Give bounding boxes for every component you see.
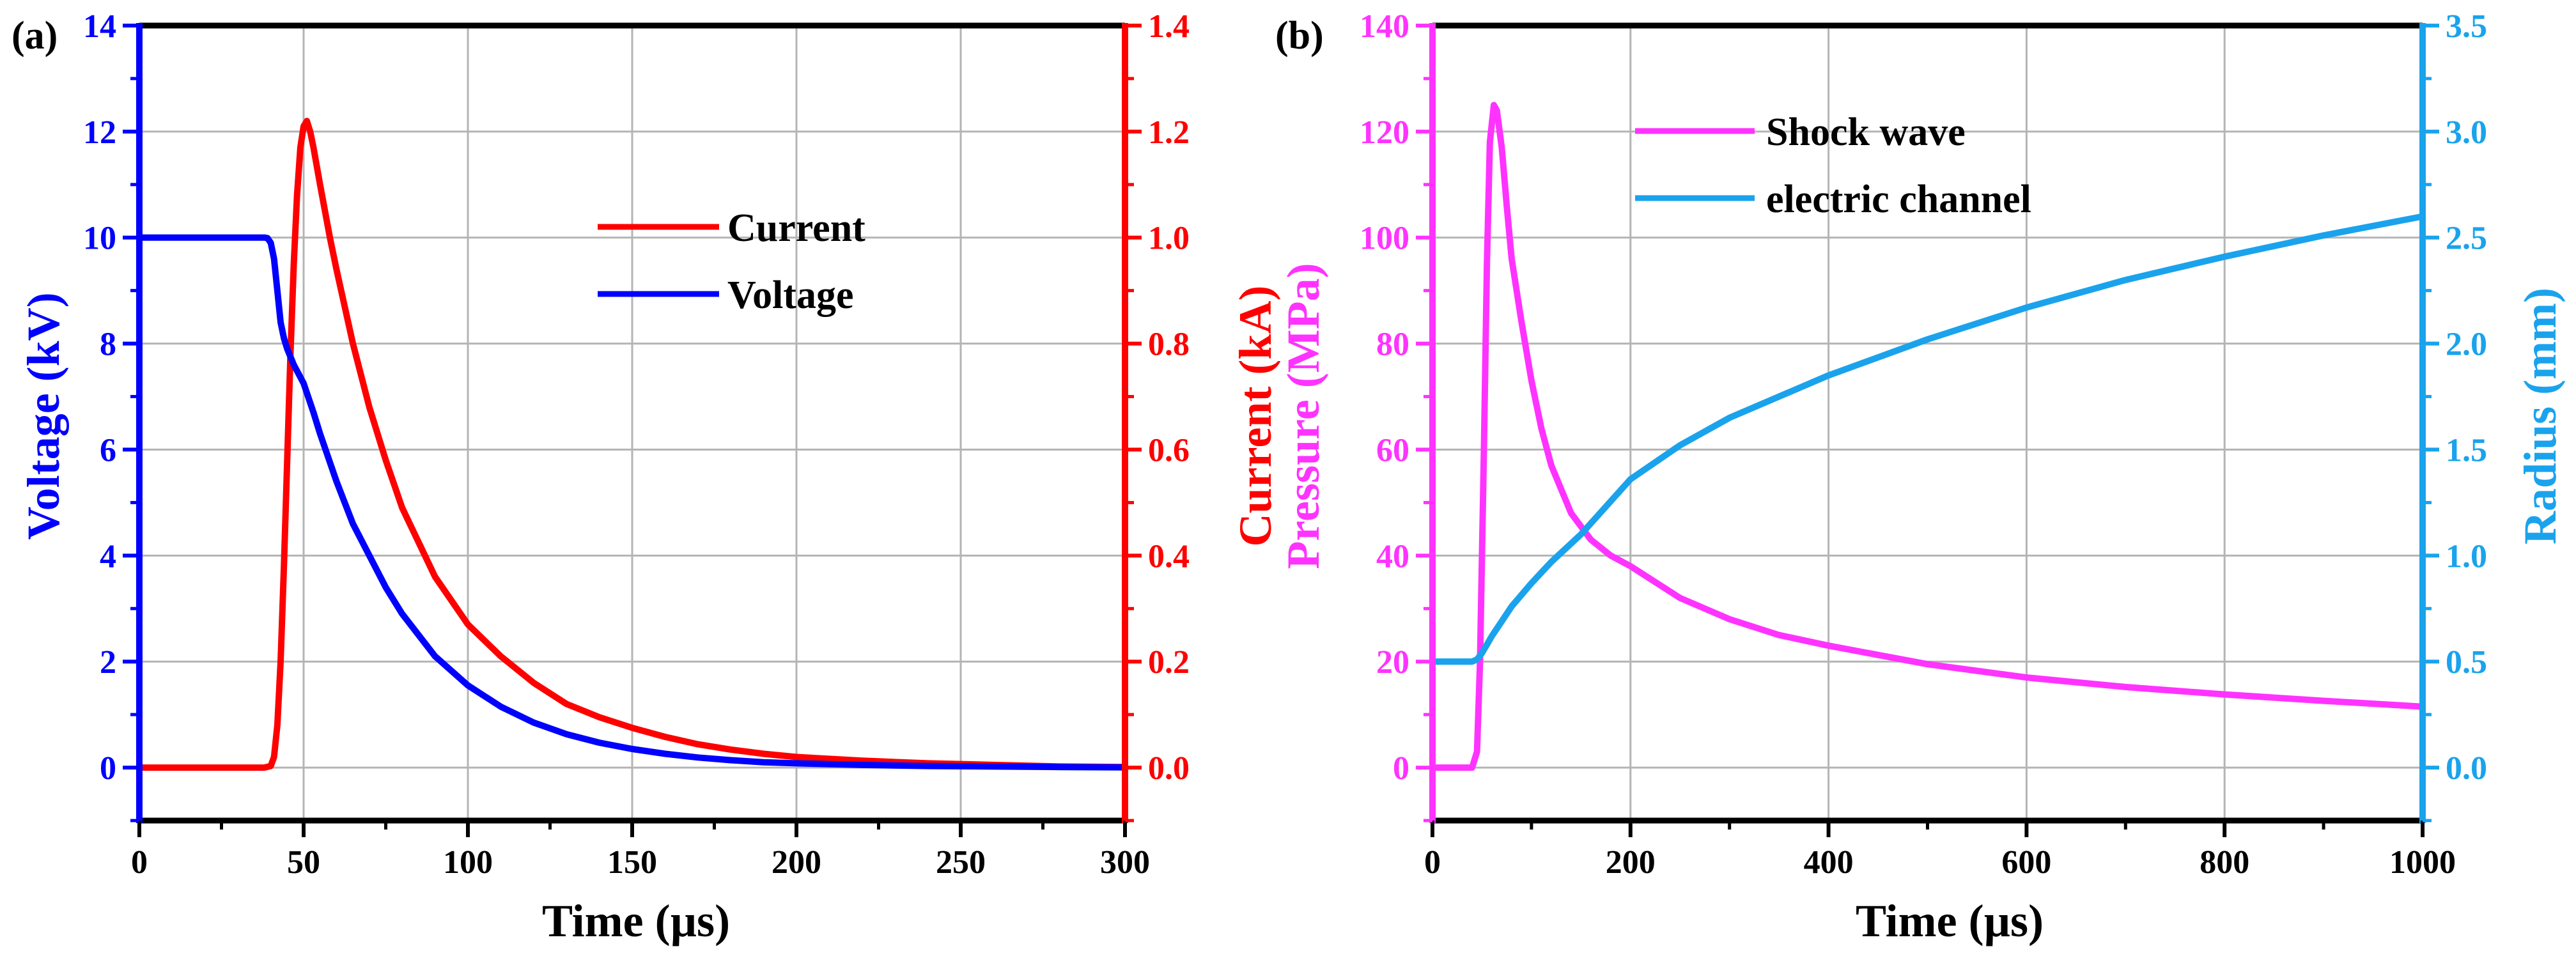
panel-a-x-tick-label-150: 150 [607,844,657,881]
panel-b-x-tick-label-1000: 1000 [2389,844,2456,881]
panel-a-right-tick-label-0.6: 0.6 [1148,432,1190,468]
panel-b-left-tick-label-0: 0 [1393,750,1409,787]
panel-a-x-axis-title: Time (µs) [542,895,730,946]
panel-a-right-axis-title: Current (kA) [1230,286,1281,547]
panel-b-right-tick-label-1.0: 1.0 [2446,538,2487,575]
panel-b-legend: Shock wave electric channel [1635,111,2031,221]
panel-b-right-tick-label-1.5: 1.5 [2446,432,2487,468]
panel-b-left-tick-label-120: 120 [1360,114,1409,151]
panel-a-x-tick-label-50: 50 [287,844,320,881]
panel-b-x-axis-title: Time (µs) [1856,895,2044,946]
panel-b-x-tick-label-600: 600 [2001,844,2051,881]
panel-a-left-axis-title: Voltage (kV) [18,292,69,539]
panel-a-right-tick-label-0.2: 0.2 [1148,644,1190,681]
legend-electric-channel-label: electric channel [1766,178,2031,221]
panel-b-x-tick-label-200: 200 [1606,844,1656,881]
panel-b-x-tick-label-0: 0 [1424,844,1441,881]
panel-b-left-tick-label-40: 40 [1376,538,1409,575]
panel-a-legend: Current Voltage [598,206,865,317]
panel-b-right-tick-label-2.0: 2.0 [2446,327,2487,363]
panel-b-right-tick-label-0.0: 0.0 [2446,750,2487,787]
panel-a-x-tick-label-200: 200 [772,844,821,881]
panel-a-left-tick-label-14: 14 [83,8,116,45]
panel-b-right-axis-title: Radius (mm) [2515,288,2566,544]
panel-b-ticks: 0 200 400 600 800 1000 0 20 40 60 80 100 120 140 0.0 0.… [1360,8,2487,881]
panel-b-right-tick-label-3.5: 3.5 [2446,8,2487,45]
panel-a-x-tick-label-250: 250 [936,844,986,881]
panel-a-right-tick-label-1.2: 1.2 [1148,114,1190,151]
panel-a-left-tick-label-10: 10 [83,220,116,257]
panel-a-x-tick-label-300: 300 [1100,844,1150,881]
panel-b-right-tick-label-0.5: 0.5 [2446,644,2487,681]
legend-current-label: Current [727,206,865,250]
panel-b-right-tick-label-3.0: 3.0 [2446,114,2487,151]
panel-a-left-tick-label-6: 6 [100,432,116,468]
panel-a-left-tick-label-8: 8 [100,327,116,363]
panel-b-label: (b) [1275,14,1324,58]
panel-a-left-tick-label-4: 4 [100,538,116,575]
panel-a-right-tick-label-0.8: 0.8 [1148,327,1190,363]
legend-voltage-label: Voltage [727,274,853,317]
panel-a-right-tick-label-0.0: 0.0 [1148,750,1190,787]
panel-a-left-tick-label-12: 12 [83,114,116,151]
panel-b-grid [1432,26,2423,821]
panel-a-x-tick-label-100: 100 [443,844,493,881]
panel-b-x-tick-label-800: 800 [2200,844,2249,881]
panel-a-right-tick-label-1.4: 1.4 [1148,8,1190,45]
panel-b: 0 200 400 600 800 1000 0 20 40 60 80 100 120 140 0.0 0.… [1275,8,2566,946]
panel-b-series [1429,102,2426,771]
panel-b-series-electric-channel [1429,213,2426,665]
panel-a-series-current [136,118,1128,771]
panel-a-x-tick-label-0: 0 [131,844,148,881]
panel-a-right-tick-label-0.4: 0.4 [1148,538,1190,575]
panel-b-left-tick-label-140: 140 [1360,8,1409,45]
panel-b-left-tick-label-100: 100 [1360,220,1409,257]
panel-b-left-tick-label-80: 80 [1376,327,1409,363]
panel-a-left-tick-label-2: 2 [100,644,116,681]
panel-a-right-tick-label-1.0: 1.0 [1148,220,1190,257]
panel-b-left-tick-label-60: 60 [1376,432,1409,468]
panel-b-series-shock-wave [1429,102,2426,771]
panel-a-ticks: 0 50 100 150 200 250 300 0 2 4 6 8 10 12 14 0.0 0.2 0.4 0.… [83,8,1190,881]
panel-a-series [136,118,1128,771]
panel-b-left-axis-title: Pressure (MPa) [1278,263,1329,569]
panel-a: 0 50 100 150 200 250 300 0 2 4 6 8 10 12 14 0.0 0.2 0.4 0.… [12,8,1281,946]
panel-a-series-voltage [136,234,1128,771]
panel-b-x-tick-label-400: 400 [1804,844,1854,881]
panel-b-right-tick-label-2.5: 2.5 [2446,220,2487,257]
panel-b-left-tick-label-20: 20 [1376,644,1409,681]
panel-a-label: (a) [12,14,58,58]
legend-shock-wave-label: Shock wave [1766,111,1966,154]
panel-a-left-tick-label-0: 0 [100,750,116,787]
